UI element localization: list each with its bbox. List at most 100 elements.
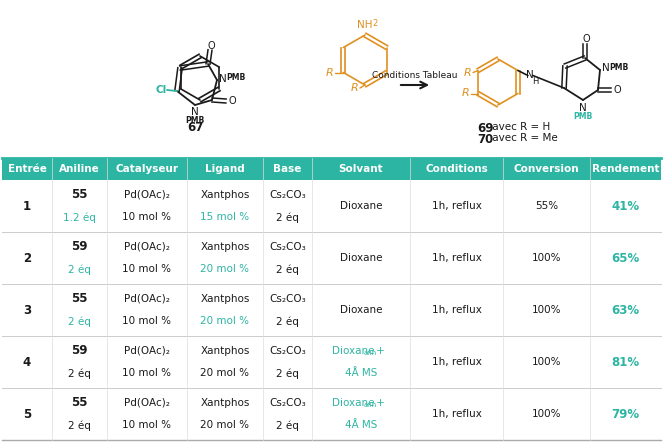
Text: H: H	[532, 77, 538, 86]
Text: 20 mol %: 20 mol %	[200, 316, 249, 327]
Text: 2: 2	[373, 19, 378, 28]
Text: 1h, reflux: 1h, reflux	[432, 201, 481, 211]
Text: 1h, reflux: 1h, reflux	[432, 357, 481, 367]
Text: Dioxane: Dioxane	[339, 253, 383, 263]
Text: R: R	[461, 88, 469, 99]
Text: 55: 55	[71, 292, 88, 305]
Text: 2 éq: 2 éq	[276, 212, 299, 223]
Text: 10 mol %: 10 mol %	[123, 213, 172, 222]
Text: 100%: 100%	[532, 305, 562, 315]
Text: 2 éq: 2 éq	[276, 316, 299, 327]
Text: 2: 2	[23, 251, 31, 264]
Text: 10 mol %: 10 mol %	[123, 369, 172, 378]
Text: O: O	[228, 96, 236, 106]
Text: N: N	[602, 63, 610, 73]
Text: 69: 69	[477, 122, 493, 135]
Text: PMB: PMB	[186, 116, 205, 125]
Text: 20 mol %: 20 mol %	[200, 264, 249, 274]
Text: Xantphos: Xantphos	[200, 242, 250, 251]
Text: 55: 55	[71, 396, 88, 409]
Text: +: +	[373, 346, 385, 355]
Text: Pd(OAc)₂: Pd(OAc)₂	[124, 190, 170, 199]
Text: Base: Base	[273, 164, 302, 174]
Text: Conditions: Conditions	[425, 164, 488, 174]
Text: 3: 3	[23, 304, 31, 316]
Text: R: R	[463, 68, 471, 77]
Text: Cs₂CO₃: Cs₂CO₃	[269, 346, 306, 355]
Text: 1h, reflux: 1h, reflux	[432, 253, 481, 263]
Text: Xantphos: Xantphos	[200, 190, 250, 199]
Text: PMB: PMB	[609, 62, 629, 72]
Text: 10 mol %: 10 mol %	[123, 420, 172, 431]
Text: 2 éq: 2 éq	[276, 264, 299, 274]
Text: Xantphos: Xantphos	[200, 346, 250, 355]
Text: 59: 59	[71, 240, 88, 253]
Text: avec R = H: avec R = H	[489, 122, 550, 132]
Text: O: O	[582, 34, 590, 44]
Text: 1.2 éq: 1.2 éq	[63, 212, 96, 223]
Text: 70: 70	[477, 133, 493, 146]
Text: 2 éq: 2 éq	[68, 368, 91, 379]
Text: Aniline: Aniline	[59, 164, 100, 174]
Text: 2 éq: 2 éq	[276, 368, 299, 379]
Text: +: +	[373, 397, 385, 408]
Text: Dioxane: Dioxane	[332, 397, 374, 408]
Text: Cs₂CO₃: Cs₂CO₃	[269, 190, 306, 199]
Text: 65%: 65%	[611, 251, 640, 264]
Bar	[2, 158, 661, 180]
Text: NH: NH	[357, 20, 373, 30]
Text: anh: anh	[363, 350, 377, 355]
Text: R: R	[350, 83, 358, 93]
Text: O: O	[207, 41, 215, 51]
Text: Catalyseur: Catalyseur	[115, 164, 178, 174]
Text: 67: 67	[187, 121, 203, 134]
Text: Rendement: Rendement	[592, 164, 659, 174]
Text: 10 mol %: 10 mol %	[123, 316, 172, 327]
Text: N: N	[219, 74, 227, 84]
Text: 20 mol %: 20 mol %	[200, 420, 249, 431]
Text: Cs₂CO₃: Cs₂CO₃	[269, 397, 306, 408]
Text: 79%: 79%	[611, 408, 640, 420]
Text: 41%: 41%	[611, 199, 640, 213]
Text: Ligand: Ligand	[205, 164, 245, 174]
Text: Cl: Cl	[155, 85, 166, 95]
Text: 100%: 100%	[532, 253, 562, 263]
Text: Conversion: Conversion	[514, 164, 579, 174]
Text: 100%: 100%	[532, 409, 562, 419]
Text: PMB: PMB	[573, 112, 593, 121]
Text: Cs₂CO₃: Cs₂CO₃	[269, 242, 306, 251]
Text: 20 mol %: 20 mol %	[200, 369, 249, 378]
Text: Dioxane: Dioxane	[339, 305, 383, 315]
Text: N: N	[526, 71, 534, 80]
Text: Dioxane: Dioxane	[332, 346, 374, 355]
Text: 100%: 100%	[532, 357, 562, 367]
Text: 1: 1	[23, 199, 31, 213]
Text: Pd(OAc)₂: Pd(OAc)₂	[124, 293, 170, 304]
Text: Pd(OAc)₂: Pd(OAc)₂	[124, 346, 170, 355]
Text: 4: 4	[23, 355, 31, 369]
Text: O: O	[613, 85, 621, 95]
Text: 59: 59	[71, 344, 88, 357]
Text: 5: 5	[23, 408, 31, 420]
Text: Solvant: Solvant	[339, 164, 383, 174]
Text: Cs₂CO₃: Cs₂CO₃	[269, 293, 306, 304]
Text: 1h, reflux: 1h, reflux	[432, 409, 481, 419]
Text: N: N	[191, 107, 199, 117]
Text: Xantphos: Xantphos	[200, 293, 250, 304]
Text: 4Å MS: 4Å MS	[345, 420, 377, 431]
Text: 4Å MS: 4Å MS	[345, 369, 377, 378]
Text: PMB: PMB	[226, 73, 245, 83]
Text: 55: 55	[71, 188, 88, 201]
Text: anh: anh	[363, 402, 377, 408]
Text: N: N	[579, 103, 587, 113]
Text: Pd(OAc)₂: Pd(OAc)₂	[124, 397, 170, 408]
Text: 1h, reflux: 1h, reflux	[432, 305, 481, 315]
Text: Dioxane: Dioxane	[339, 201, 383, 211]
Text: 15 mol %: 15 mol %	[200, 213, 249, 222]
Text: Entrée: Entrée	[7, 164, 46, 174]
Text: R: R	[326, 68, 333, 77]
Text: 63%: 63%	[611, 304, 640, 316]
Text: 55%: 55%	[535, 201, 558, 211]
Text: Xantphos: Xantphos	[200, 397, 250, 408]
Text: avec R = Me: avec R = Me	[489, 133, 558, 143]
